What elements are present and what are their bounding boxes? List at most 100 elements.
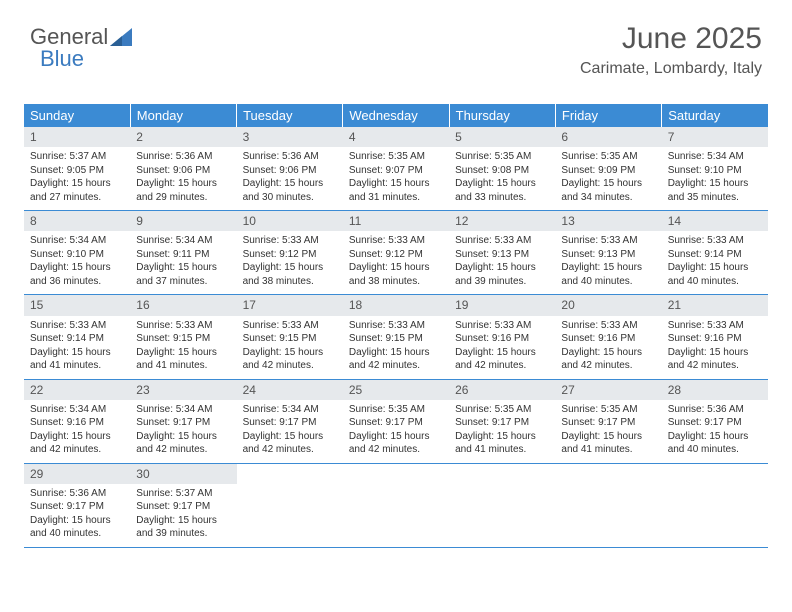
daylight-line: Daylight: 15 hours and 42 minutes. xyxy=(561,346,655,373)
day-number: 20 xyxy=(555,295,661,315)
day-number: 17 xyxy=(237,295,343,315)
sunset-line: Sunset: 9:14 PM xyxy=(668,248,762,262)
day-number: 13 xyxy=(555,211,661,231)
day-number: 12 xyxy=(449,211,555,231)
sunset-line: Sunset: 9:11 PM xyxy=(136,248,230,262)
sunrise-line: Sunrise: 5:35 AM xyxy=(349,403,443,417)
sunrise-line: Sunrise: 5:33 AM xyxy=(668,319,762,333)
sunrise-line: Sunrise: 5:33 AM xyxy=(668,234,762,248)
sunset-line: Sunset: 9:10 PM xyxy=(668,164,762,178)
day-number: 29 xyxy=(24,464,130,484)
daylight-line: Daylight: 15 hours and 40 minutes. xyxy=(668,430,762,457)
sunrise-line: Sunrise: 5:33 AM xyxy=(455,319,549,333)
day-number: 4 xyxy=(343,127,449,147)
day-number: 14 xyxy=(662,211,768,231)
daylight-line: Daylight: 15 hours and 40 minutes. xyxy=(30,514,124,541)
day-body: Sunrise: 5:33 AMSunset: 9:16 PMDaylight:… xyxy=(449,316,555,379)
calendar-day-cell: 15Sunrise: 5:33 AMSunset: 9:14 PMDayligh… xyxy=(24,295,130,379)
day-body: Sunrise: 5:36 AMSunset: 9:17 PMDaylight:… xyxy=(24,484,130,547)
day-number: 9 xyxy=(130,211,236,231)
daylight-line: Daylight: 15 hours and 39 minutes. xyxy=(455,261,549,288)
day-number: 22 xyxy=(24,380,130,400)
day-body: Sunrise: 5:33 AMSunset: 9:12 PMDaylight:… xyxy=(343,231,449,294)
calendar-day-cell: 29Sunrise: 5:36 AMSunset: 9:17 PMDayligh… xyxy=(24,463,130,547)
daylight-line: Daylight: 15 hours and 42 minutes. xyxy=(668,346,762,373)
day-number: 1 xyxy=(24,127,130,147)
daylight-line: Daylight: 15 hours and 42 minutes. xyxy=(349,430,443,457)
daylight-line: Daylight: 15 hours and 41 minutes. xyxy=(30,346,124,373)
calendar-header-cell: Friday xyxy=(555,104,661,127)
day-number: 6 xyxy=(555,127,661,147)
sunset-line: Sunset: 9:12 PM xyxy=(349,248,443,262)
calendar-day-cell: 10Sunrise: 5:33 AMSunset: 9:12 PMDayligh… xyxy=(237,211,343,295)
sunset-line: Sunset: 9:15 PM xyxy=(243,332,337,346)
calendar-empty-cell xyxy=(662,463,768,547)
calendar-day-cell: 28Sunrise: 5:36 AMSunset: 9:17 PMDayligh… xyxy=(662,379,768,463)
day-body: Sunrise: 5:35 AMSunset: 9:17 PMDaylight:… xyxy=(555,400,661,463)
sunrise-line: Sunrise: 5:33 AM xyxy=(136,319,230,333)
sunrise-line: Sunrise: 5:33 AM xyxy=(30,319,124,333)
sunrise-line: Sunrise: 5:36 AM xyxy=(30,487,124,501)
location-subtitle: Carimate, Lombardy, Italy xyxy=(580,60,762,78)
calendar-header-cell: Saturday xyxy=(662,104,768,127)
sunrise-line: Sunrise: 5:34 AM xyxy=(30,234,124,248)
day-number: 5 xyxy=(449,127,555,147)
sunset-line: Sunset: 9:17 PM xyxy=(561,416,655,430)
day-body: Sunrise: 5:35 AMSunset: 9:08 PMDaylight:… xyxy=(449,147,555,210)
calendar-day-cell: 16Sunrise: 5:33 AMSunset: 9:15 PMDayligh… xyxy=(130,295,236,379)
sunset-line: Sunset: 9:17 PM xyxy=(30,500,124,514)
sunset-line: Sunset: 9:15 PM xyxy=(136,332,230,346)
calendar-day-cell: 13Sunrise: 5:33 AMSunset: 9:13 PMDayligh… xyxy=(555,211,661,295)
calendar-day-cell: 17Sunrise: 5:33 AMSunset: 9:15 PMDayligh… xyxy=(237,295,343,379)
day-body: Sunrise: 5:34 AMSunset: 9:16 PMDaylight:… xyxy=(24,400,130,463)
calendar-header-cell: Wednesday xyxy=(343,104,449,127)
calendar-day-cell: 4Sunrise: 5:35 AMSunset: 9:07 PMDaylight… xyxy=(343,127,449,211)
daylight-line: Daylight: 15 hours and 40 minutes. xyxy=(668,261,762,288)
sunrise-line: Sunrise: 5:36 AM xyxy=(668,403,762,417)
day-number: 8 xyxy=(24,211,130,231)
day-body: Sunrise: 5:34 AMSunset: 9:17 PMDaylight:… xyxy=(130,400,236,463)
calendar-day-cell: 5Sunrise: 5:35 AMSunset: 9:08 PMDaylight… xyxy=(449,127,555,211)
sunrise-line: Sunrise: 5:33 AM xyxy=(561,319,655,333)
calendar-day-cell: 27Sunrise: 5:35 AMSunset: 9:17 PMDayligh… xyxy=(555,379,661,463)
calendar-table: SundayMondayTuesdayWednesdayThursdayFrid… xyxy=(24,104,768,548)
sunset-line: Sunset: 9:16 PM xyxy=(30,416,124,430)
calendar-empty-cell xyxy=(555,463,661,547)
sunset-line: Sunset: 9:12 PM xyxy=(243,248,337,262)
day-body: Sunrise: 5:33 AMSunset: 9:14 PMDaylight:… xyxy=(662,231,768,294)
sunset-line: Sunset: 9:17 PM xyxy=(136,416,230,430)
calendar-day-cell: 26Sunrise: 5:35 AMSunset: 9:17 PMDayligh… xyxy=(449,379,555,463)
calendar-empty-cell xyxy=(449,463,555,547)
sunrise-line: Sunrise: 5:34 AM xyxy=(668,150,762,164)
sunset-line: Sunset: 9:09 PM xyxy=(561,164,655,178)
daylight-line: Daylight: 15 hours and 41 minutes. xyxy=(455,430,549,457)
day-number: 18 xyxy=(343,295,449,315)
daylight-line: Daylight: 15 hours and 27 minutes. xyxy=(30,177,124,204)
sunset-line: Sunset: 9:17 PM xyxy=(243,416,337,430)
calendar-week-row: 1Sunrise: 5:37 AMSunset: 9:05 PMDaylight… xyxy=(24,127,768,211)
sunrise-line: Sunrise: 5:34 AM xyxy=(30,403,124,417)
sunrise-line: Sunrise: 5:34 AM xyxy=(243,403,337,417)
sunrise-line: Sunrise: 5:37 AM xyxy=(136,487,230,501)
sunrise-line: Sunrise: 5:36 AM xyxy=(136,150,230,164)
day-body: Sunrise: 5:34 AMSunset: 9:10 PMDaylight:… xyxy=(24,231,130,294)
sunrise-line: Sunrise: 5:37 AM xyxy=(30,150,124,164)
sunrise-line: Sunrise: 5:34 AM xyxy=(136,234,230,248)
calendar-day-cell: 19Sunrise: 5:33 AMSunset: 9:16 PMDayligh… xyxy=(449,295,555,379)
sunset-line: Sunset: 9:08 PM xyxy=(455,164,549,178)
calendar-day-cell: 12Sunrise: 5:33 AMSunset: 9:13 PMDayligh… xyxy=(449,211,555,295)
day-body: Sunrise: 5:33 AMSunset: 9:16 PMDaylight:… xyxy=(662,316,768,379)
sunrise-line: Sunrise: 5:33 AM xyxy=(349,319,443,333)
day-number: 2 xyxy=(130,127,236,147)
sunset-line: Sunset: 9:13 PM xyxy=(455,248,549,262)
daylight-line: Daylight: 15 hours and 34 minutes. xyxy=(561,177,655,204)
day-number: 25 xyxy=(343,380,449,400)
daylight-line: Daylight: 15 hours and 42 minutes. xyxy=(136,430,230,457)
sunset-line: Sunset: 9:10 PM xyxy=(30,248,124,262)
month-title: June 2025 xyxy=(580,22,762,56)
daylight-line: Daylight: 15 hours and 42 minutes. xyxy=(243,430,337,457)
calendar-day-cell: 2Sunrise: 5:36 AMSunset: 9:06 PMDaylight… xyxy=(130,127,236,211)
day-number: 19 xyxy=(449,295,555,315)
calendar-day-cell: 8Sunrise: 5:34 AMSunset: 9:10 PMDaylight… xyxy=(24,211,130,295)
calendar-header-cell: Monday xyxy=(130,104,236,127)
